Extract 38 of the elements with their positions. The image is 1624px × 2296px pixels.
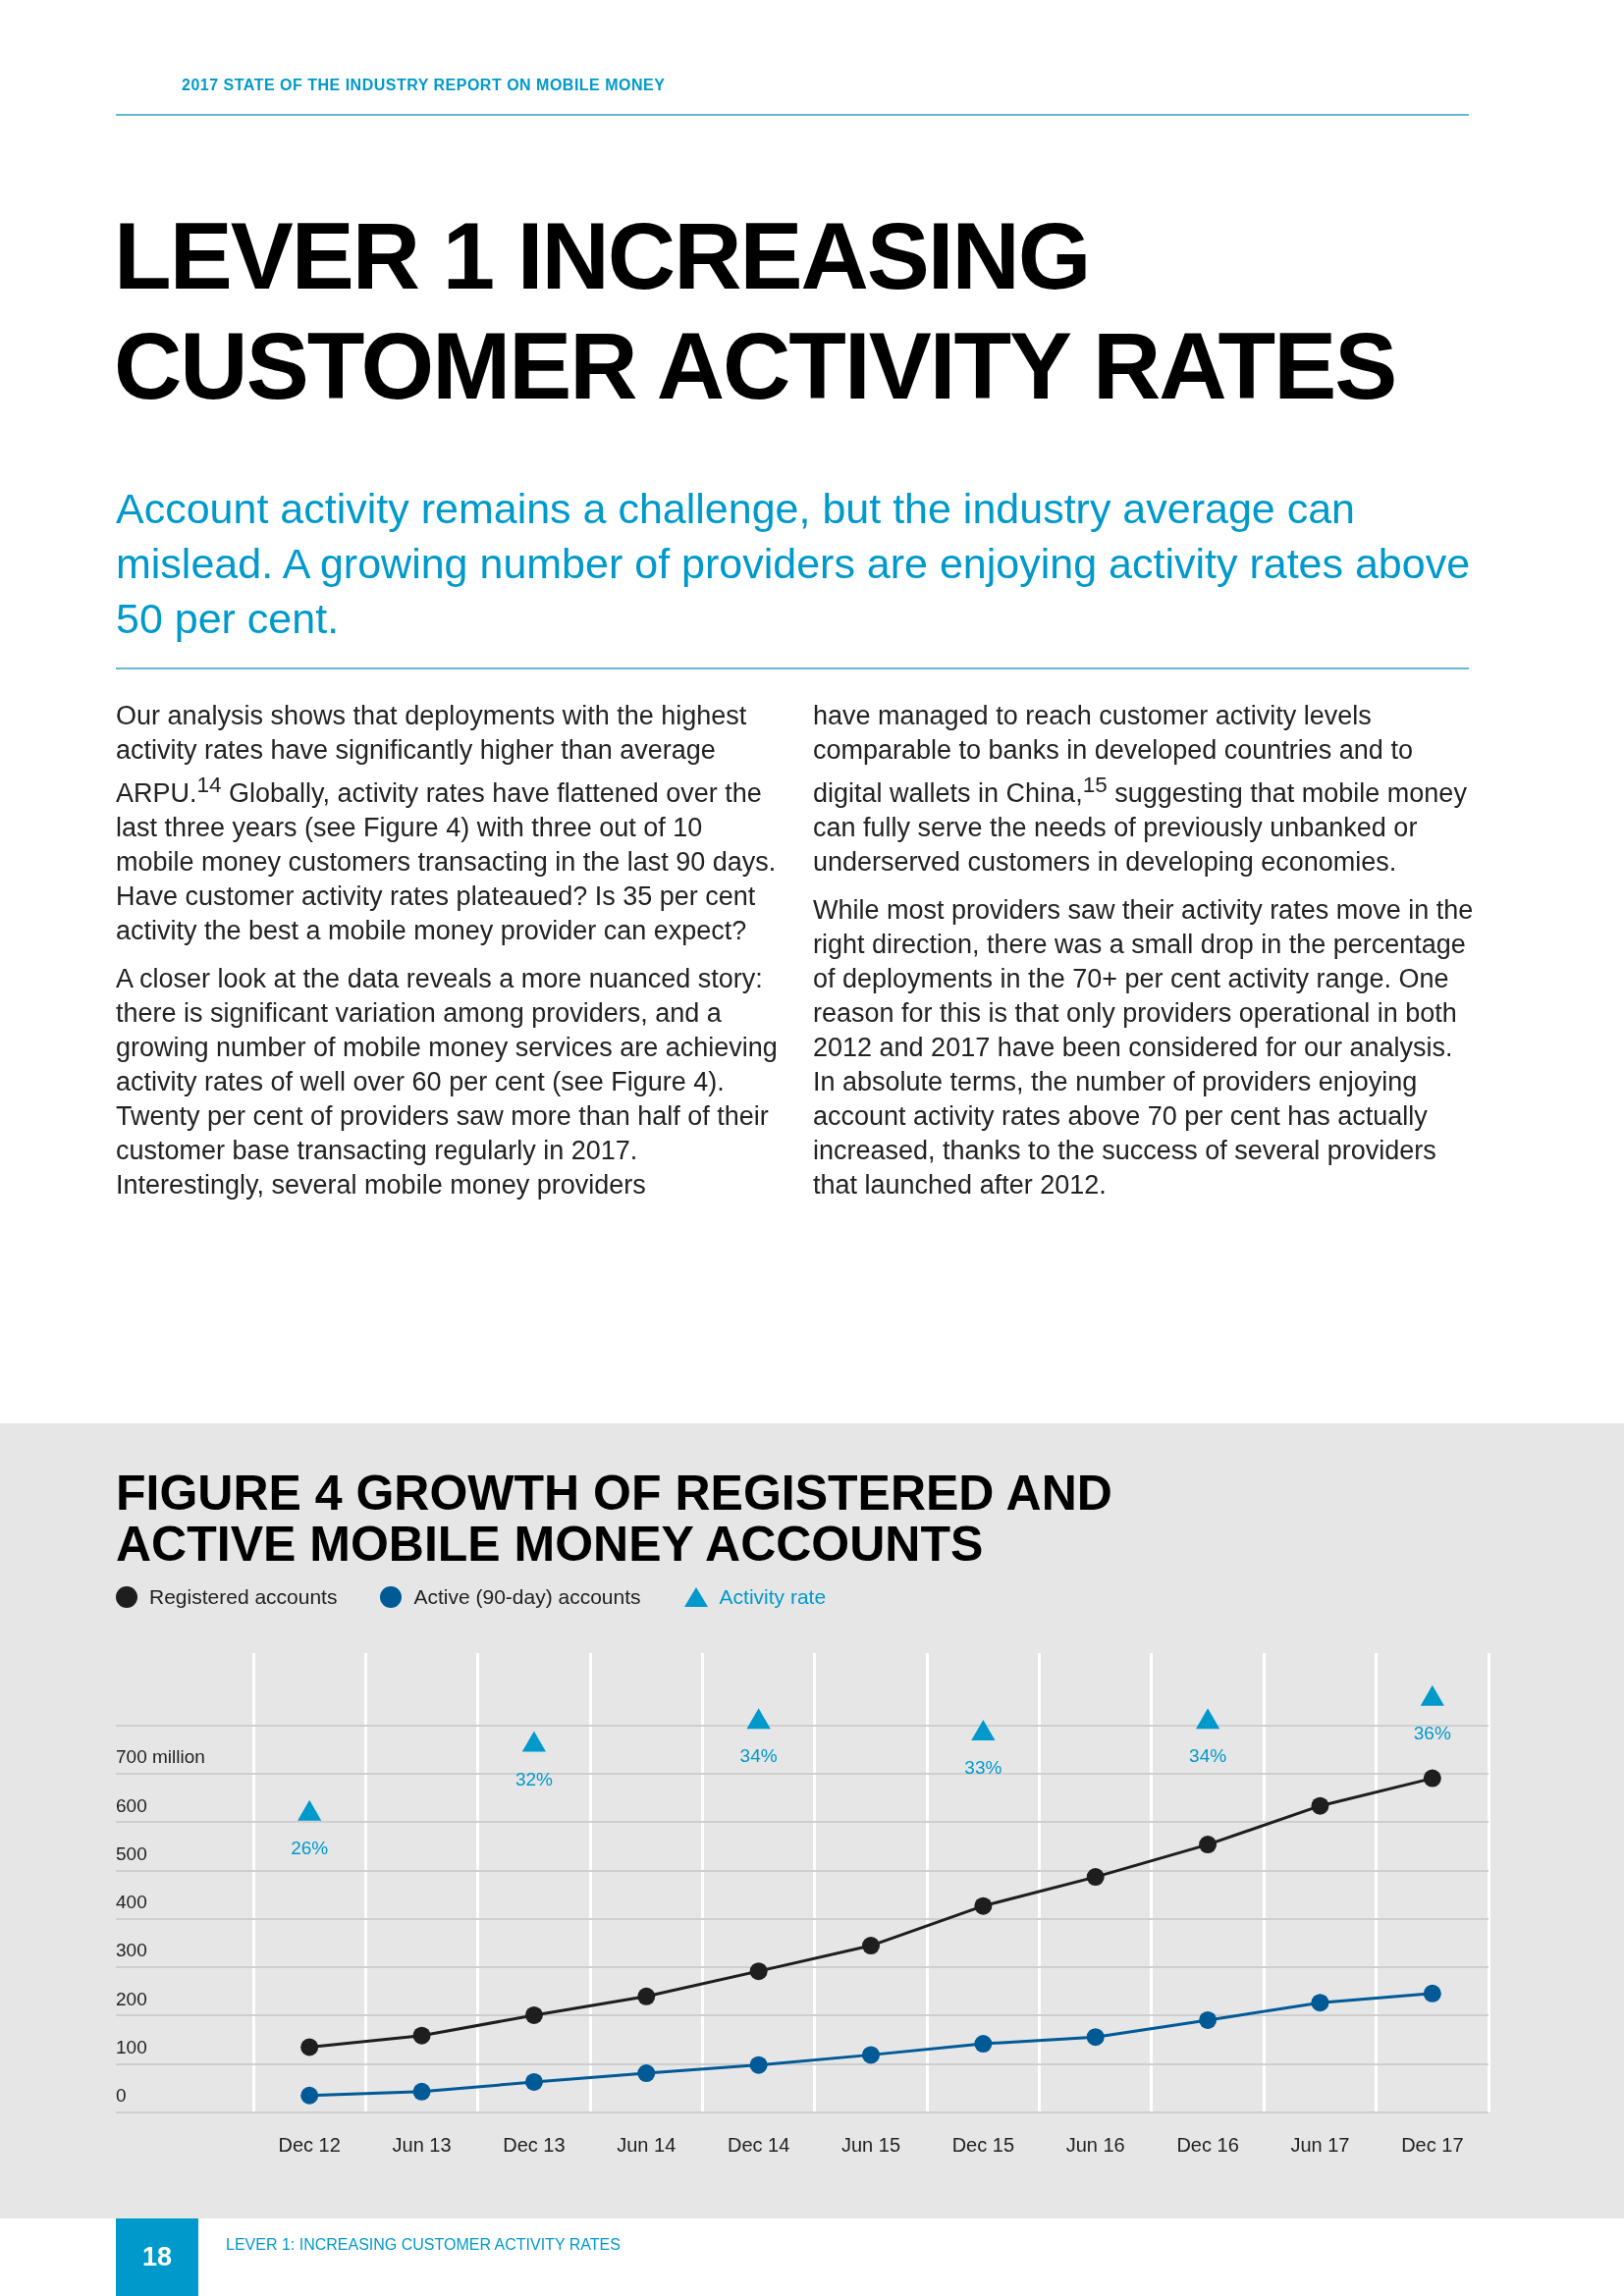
data-label: 36% (1413, 1723, 1451, 1744)
text: 18 (116, 2218, 198, 2296)
data-label: 26% (291, 1838, 329, 1859)
x-tick-label: Dec 17 (1401, 2133, 1464, 2156)
data-label: 32% (514, 1768, 554, 1789)
data-label: 34% (1189, 1745, 1227, 1767)
y-tick-label: 600 (116, 1794, 147, 1816)
x-tick-label: Jun 17 (1290, 2133, 1350, 2156)
text: LEVER 1: INCREASING CUSTOMER ACTIVITY RATES (226, 2236, 621, 2254)
x-tick-label: Jun 13 (392, 2133, 452, 2156)
y-tick-label: 300 (116, 1940, 147, 1961)
y-tick-label: 400 (116, 1892, 147, 1913)
x-tick-label: Dec 13 (503, 2133, 566, 2156)
legend-label: Activity rate (718, 1585, 827, 1609)
y-tick-label: 100 (116, 2036, 147, 2057)
x-tick-label: Jun 15 (840, 2133, 901, 2156)
text: have managed to reach customer activity levels comparable to banks in developed countries and to digital wallets in China,$^{15}$ suggesting that mobile money can fully serve the needs of previously unbanked or underserved customers in developing economies. (813, 700, 1468, 879)
text: Our analysis shows that deployments with the highest activity rates have significantly higher than average ARPU.$^{14}$ Globally, activity rates have flattened over the last three years (see Figure 4) with three out of 10 mobile money customers transacting in the last 90 days. Have customer activity rates plateaued? Is 35 per cent activity the best a mobile money provider can expect? (116, 701, 777, 945)
x-tick-label: Dec 15 (951, 2133, 1015, 2156)
text: While most providers saw their activity rates move in the right direction, there was a small drop in the percentage of deployments in the 70+ per cent activity range. One reason for this is that only providers operational in both 2012 and 2017 have been considered for our analysis. In absolute terms, the number of providers enjoying account activity rates above 70 per cent has actually increased, thanks to the success of several providers that launched after 2012. (813, 895, 1474, 1200)
y-tick-label: 200 (116, 1988, 147, 2009)
legend-label: Active (90-day) accounts (412, 1585, 641, 1609)
x-tick-label: Dec 12 (278, 2133, 341, 2156)
text: Account activity remains a challenge, but the industry average can mislead. A growing number of providers are enjoying activity rates above 50 per cent. (116, 484, 1472, 644)
y-tick-label: 0 (116, 2085, 127, 2107)
data-label: 33% (964, 1757, 1002, 1779)
chart-title: FIGURE 4 GROWTH OF REGISTERED AND ACTIVE MOBILE MONEY ACCOUNTS (116, 1466, 1113, 1572)
data-label: 34% (739, 1745, 778, 1767)
y-tick-label: 500 (116, 1842, 147, 1864)
text: A closer look at the data reveals a more nuanced story: there is significant variation among providers, and a growing number of mobile money services are achieving activity rates of well over 60 per cent (see Figure 4). Twenty per cent of providers saw more than half of their customer base transacting regularly in 2017. Interestingly, several mobile money providers (116, 963, 779, 1201)
x-tick-label: Dec 16 (1176, 2133, 1239, 2156)
x-tick-label: Jun 16 (1065, 2133, 1125, 2156)
y-tick-label: 700 million (116, 1746, 205, 1768)
text: LEVER 1 INCREASING CUSTOMER ACTIVITY RATES (114, 202, 1397, 420)
x-tick-label: Dec 14 (727, 2133, 790, 2156)
x-tick-label: Jun 14 (617, 2133, 677, 2156)
legend-label: Registered accounts (148, 1585, 338, 1609)
text: 2017 STATE OF THE INDUSTRY REPORT ON MOBILE MONEY (182, 77, 666, 94)
